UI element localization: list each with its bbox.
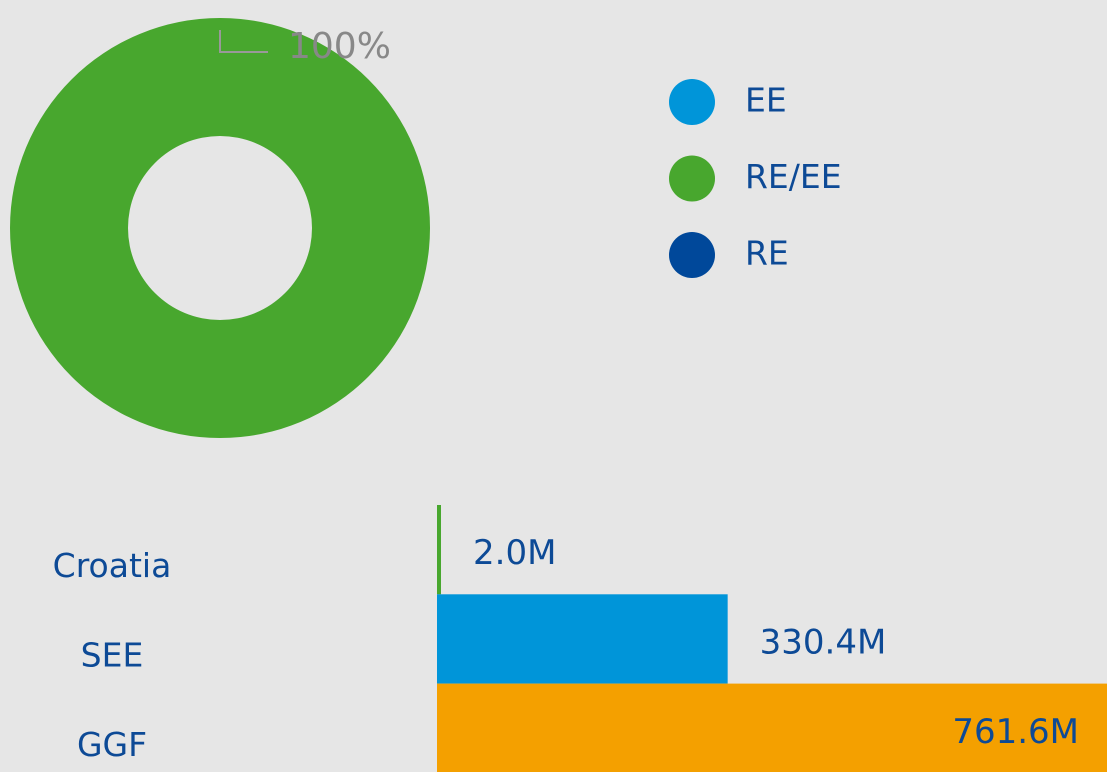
legend-marker — [669, 79, 715, 125]
donut-segment — [10, 18, 430, 438]
category-label: Croatia — [53, 546, 172, 585]
legend-label: EE — [745, 81, 787, 120]
bar — [437, 594, 728, 684]
bar — [437, 505, 441, 595]
legend-marker — [669, 232, 715, 278]
data-label: 761.6M — [952, 712, 1079, 752]
legend-label: RE/EE — [745, 157, 842, 196]
leader-line — [219, 30, 268, 53]
data-label: 100% — [288, 26, 391, 67]
bar — [437, 683, 1107, 772]
data-label: 330.4M — [760, 622, 887, 662]
category-label: SEE — [81, 635, 144, 674]
legend-marker — [669, 155, 715, 202]
data-label: 2.0M — [473, 533, 556, 573]
legend-label: RE — [745, 234, 789, 273]
category-label: GGF — [77, 725, 147, 764]
